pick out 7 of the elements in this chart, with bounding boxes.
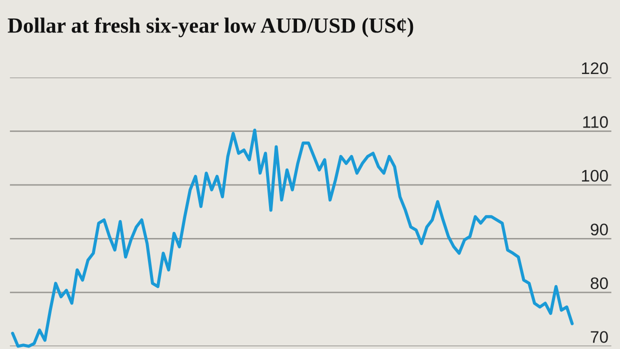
y-tick-label: 100 — [582, 170, 608, 182]
y-tick-label: 110 — [583, 116, 608, 128]
y-tick-label: 80 — [590, 277, 608, 290]
y-tick-label: 120 — [582, 62, 608, 74]
y-tick-label: 90 — [590, 224, 608, 236]
chart-title: Dollar at fresh six-year low AUD/USD (US¢) — [8, 17, 414, 38]
y-tick-label: 70 — [590, 331, 608, 343]
